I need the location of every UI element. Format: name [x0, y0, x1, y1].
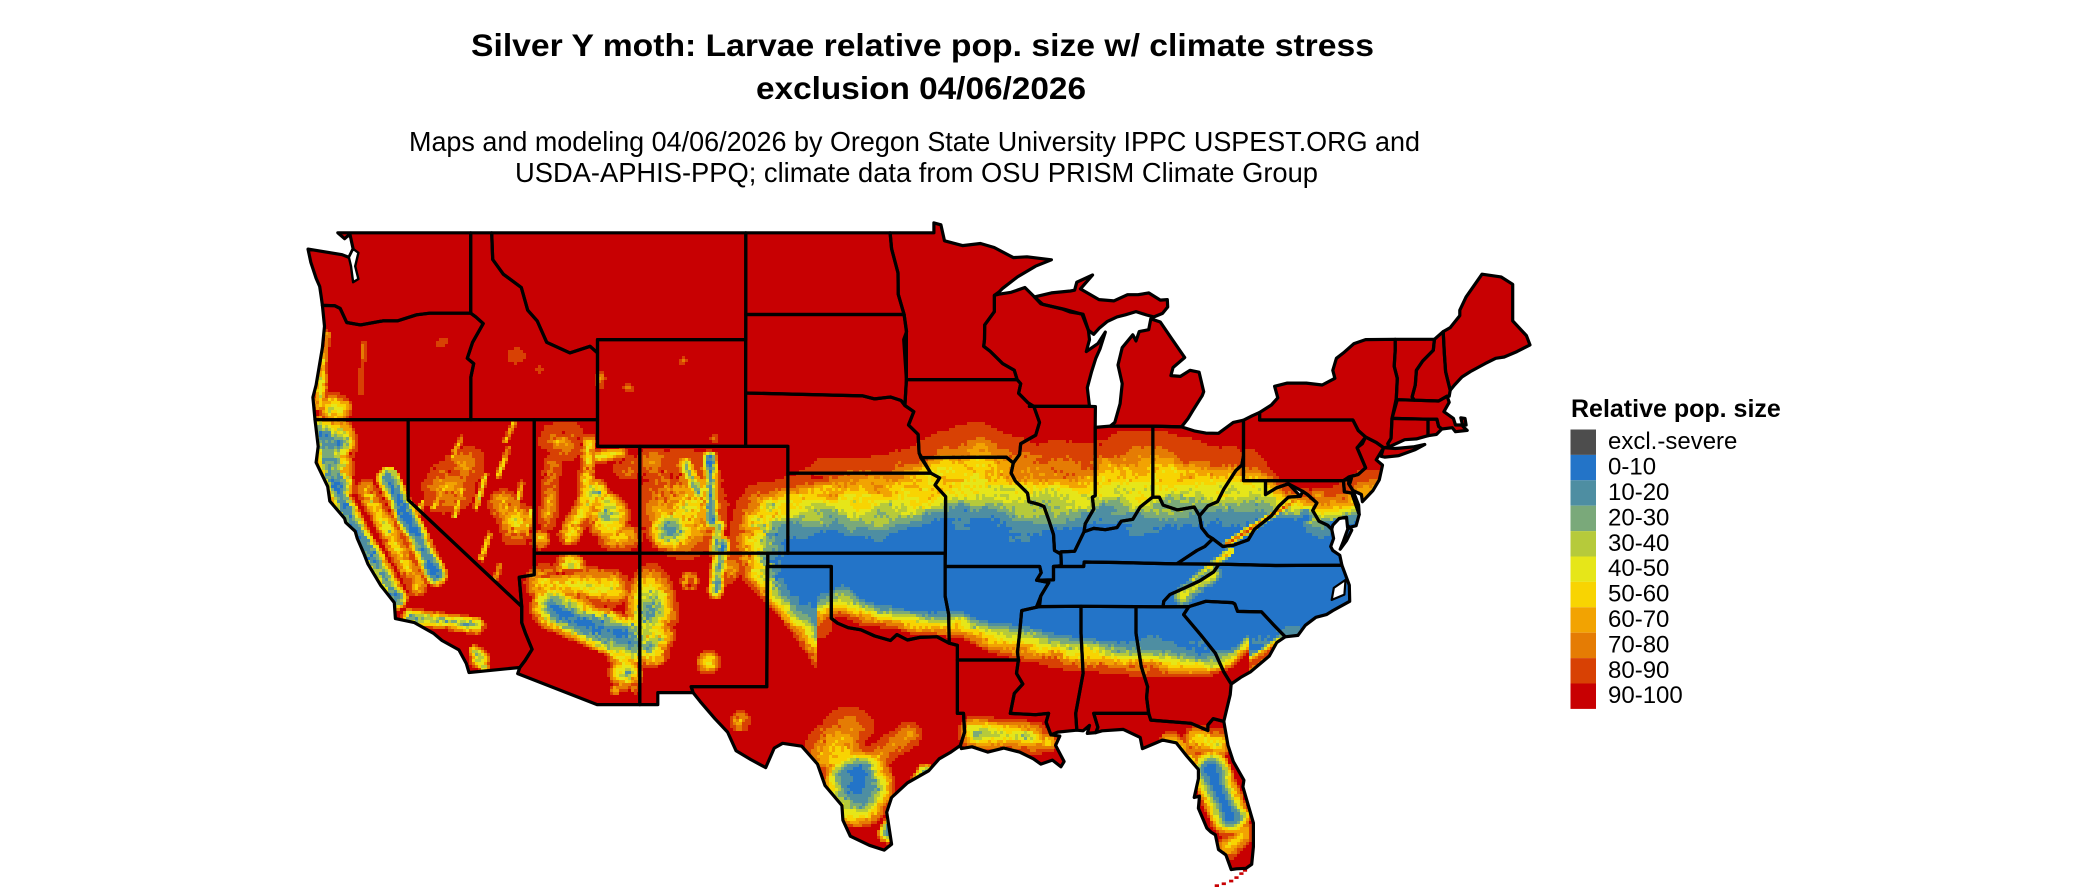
svg-text:Maps and modeling 04/06/2026 b: Maps and modeling 04/06/2026 by Oregon S…: [409, 126, 1420, 157]
svg-text:20-30: 20-30: [1608, 504, 1669, 531]
svg-text:excl.-severe: excl.-severe: [1608, 428, 1737, 455]
svg-text:70-80: 70-80: [1608, 631, 1669, 658]
svg-text:50-60: 50-60: [1608, 581, 1669, 608]
svg-text:40-50: 40-50: [1608, 555, 1669, 582]
svg-text:Relative pop. size: Relative pop. size: [1571, 395, 1781, 423]
svg-text:exclusion 04/06/2026: exclusion 04/06/2026: [756, 70, 1086, 106]
svg-text:30-40: 30-40: [1608, 530, 1669, 557]
svg-text:0-10: 0-10: [1608, 454, 1656, 481]
svg-text:60-70: 60-70: [1608, 606, 1669, 633]
svg-text:10-20: 10-20: [1608, 479, 1669, 506]
svg-text:USDA-APHIS-PPQ; climate data f: USDA-APHIS-PPQ; climate data from OSU PR…: [515, 157, 1318, 188]
svg-text:90-100: 90-100: [1608, 682, 1683, 709]
svg-text:80-90: 80-90: [1608, 657, 1669, 684]
svg-text:Silver Y moth: Larvae relative: Silver Y moth: Larvae relative pop. size…: [471, 27, 1374, 63]
